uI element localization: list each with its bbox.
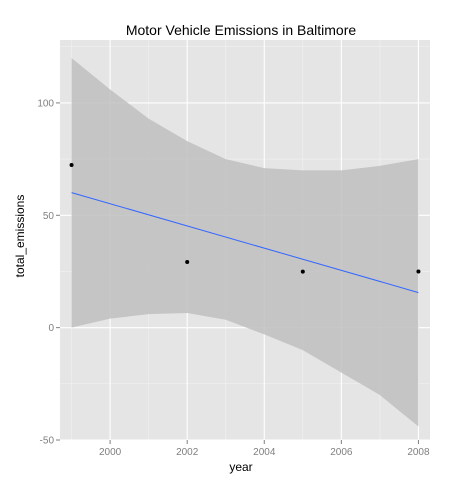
data-point xyxy=(416,269,421,274)
x-tick-label: 2000 xyxy=(99,447,122,458)
data-point xyxy=(69,162,74,167)
x-tick-label: 2002 xyxy=(176,447,199,458)
trend-line xyxy=(71,192,419,294)
chart-title: Motor Vehicle Emissions in Baltimore xyxy=(126,22,357,38)
x-tick-label: 2004 xyxy=(253,447,276,458)
y-axis-title: total_emissions xyxy=(13,195,27,278)
x-axis-ticks: 2000 2002 2004 2006 2008 xyxy=(99,440,430,458)
y-tick-label: -50 xyxy=(40,436,55,447)
data-points xyxy=(69,162,421,274)
x-axis-title: year xyxy=(229,460,252,474)
x-tick-label: 2008 xyxy=(407,447,430,458)
data-point xyxy=(300,269,305,274)
y-tick-label: 0 xyxy=(48,323,54,334)
y-tick-label: 100 xyxy=(37,98,54,109)
data-point xyxy=(185,260,190,265)
y-tick-label: 50 xyxy=(43,211,55,222)
y-axis-ticks: -50 0 50 100 xyxy=(37,98,60,447)
x-tick-label: 2006 xyxy=(330,447,353,458)
